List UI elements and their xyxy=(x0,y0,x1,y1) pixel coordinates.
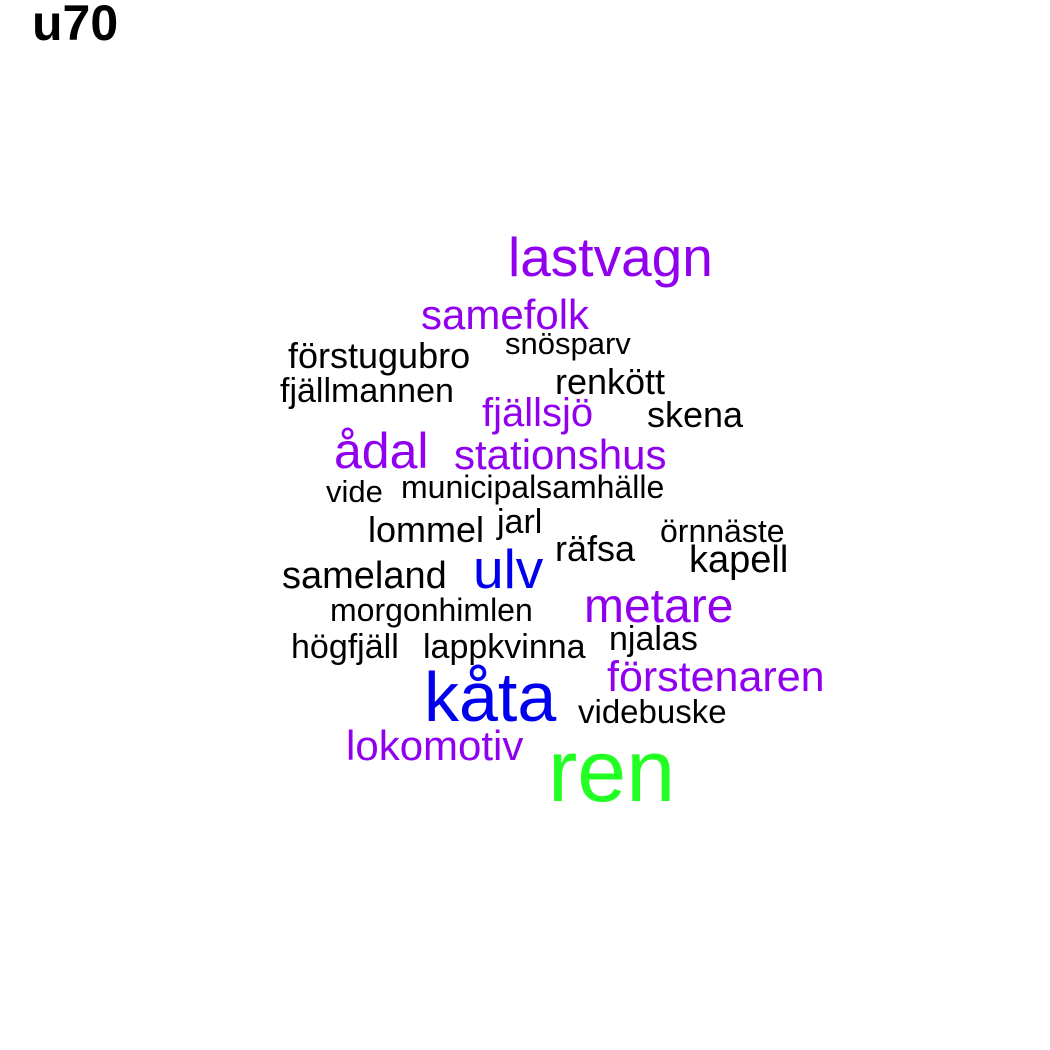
word-stationshus: stationshus xyxy=(454,431,667,478)
word-hogfjall: högfjäll xyxy=(291,628,399,666)
word-ren: ren xyxy=(548,721,676,820)
page-title: u70 xyxy=(32,0,119,51)
word-rafsa: räfsa xyxy=(555,528,636,569)
word-lappkvinna: lappkvinna xyxy=(423,628,586,666)
word-vide: vide xyxy=(326,474,383,509)
word-njalas: njalas xyxy=(609,620,698,658)
word-fjallsjo: fjällsjö xyxy=(482,391,594,435)
word-samefolk: samefolk xyxy=(421,291,590,338)
word-lastvagn: lastvagn xyxy=(508,226,713,288)
word-skena: skena xyxy=(647,394,744,435)
word-lommel: lommel xyxy=(368,509,485,550)
word-sameland: sameland xyxy=(282,555,447,597)
word-jarl: jarl xyxy=(497,503,543,541)
word-fjallmannen: fjällmannen xyxy=(280,372,454,410)
word-forstugubro: förstugubro xyxy=(288,335,471,376)
word-metare: metare xyxy=(584,580,734,633)
word-lokomotiv: lokomotiv xyxy=(346,722,524,769)
word-videbuske: videbuske xyxy=(578,693,727,730)
word-kata: kåta xyxy=(424,658,557,736)
word-kapell: kapell xyxy=(689,539,789,581)
word-municipalsamhalle: municipalsamhälle xyxy=(401,469,665,505)
word-morgonhimlen: morgonhimlen xyxy=(330,592,533,628)
word-snosparv: snösparv xyxy=(505,326,631,361)
word-renkott: renkött xyxy=(555,361,666,402)
word-forstenaren: förstenaren xyxy=(607,653,825,701)
word-adal: ådal xyxy=(334,423,429,479)
word-ulv: ulv xyxy=(473,538,544,600)
word-ornnaste: örnnäste xyxy=(660,513,785,549)
